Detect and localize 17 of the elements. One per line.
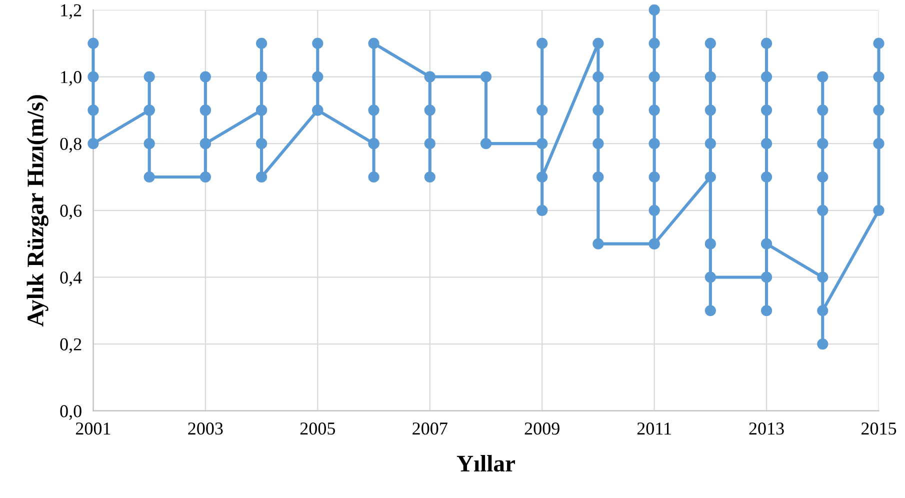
- x-tick-label: 2001: [76, 422, 110, 435]
- x-tick-label: 2007: [412, 422, 448, 435]
- y-tick-label: 1,0: [61, 71, 82, 86]
- y-tick-label: 0,8: [60, 138, 82, 153]
- y-tick-label: 1,2: [61, 4, 82, 19]
- x-tick-label: 2003: [188, 422, 223, 435]
- x-tick-label: 2005: [300, 422, 336, 435]
- x-tick-label: 2013: [749, 422, 784, 435]
- y-tick-label: 0,4: [60, 271, 82, 286]
- x-tick-label: 2009: [524, 422, 560, 435]
- x-axis-title: Yıllar: [456, 455, 515, 472]
- x-tick-label: 2015: [861, 422, 896, 435]
- x-tick-label: 2011: [637, 422, 671, 435]
- y-axis-title: Aylık Rüzgar Hızı(m/s): [26, 95, 48, 326]
- y-tick-label: 0,2: [60, 338, 82, 354]
- y-tick-label: 0,0: [60, 405, 82, 420]
- y-tick-label: 0,6: [60, 204, 82, 220]
